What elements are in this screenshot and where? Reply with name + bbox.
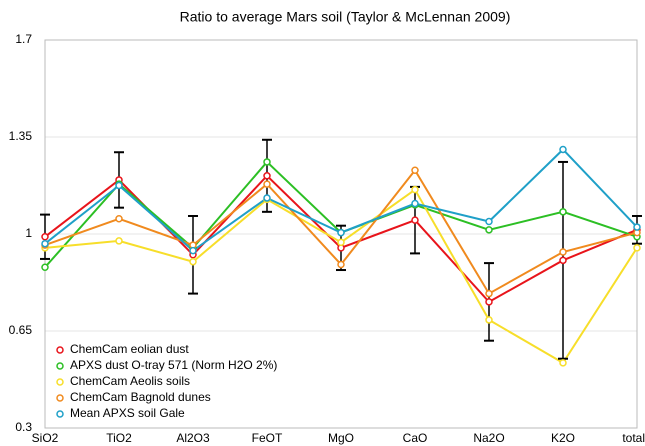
point bbox=[633, 223, 641, 231]
x-tick-label: SiO2 bbox=[32, 431, 59, 445]
point bbox=[41, 263, 49, 272]
point bbox=[41, 239, 49, 248]
x-tick-label: CaO bbox=[403, 431, 428, 445]
point bbox=[337, 228, 345, 237]
y-tick-label: 1.7 bbox=[15, 32, 32, 46]
legend-label: ChemCam eolian dust bbox=[70, 342, 189, 356]
point bbox=[559, 145, 567, 154]
x-tick-label: Al2O3 bbox=[176, 431, 210, 445]
y-tick-label: 0.65 bbox=[9, 323, 33, 337]
legend-marker bbox=[56, 378, 64, 386]
point bbox=[559, 256, 567, 265]
point bbox=[633, 244, 641, 252]
point bbox=[559, 359, 567, 367]
legend-marker bbox=[56, 362, 64, 370]
point bbox=[485, 226, 493, 234]
point bbox=[485, 217, 493, 226]
point bbox=[263, 180, 271, 188]
point bbox=[263, 172, 271, 180]
point bbox=[115, 215, 123, 223]
x-tick-label: TiO2 bbox=[106, 431, 132, 445]
point bbox=[411, 216, 419, 224]
legend-marker bbox=[56, 394, 64, 402]
point bbox=[263, 194, 271, 202]
x-tick-label: K2O bbox=[551, 431, 575, 445]
y-tick-label: 0.3 bbox=[15, 420, 32, 434]
legend-marker bbox=[56, 410, 64, 418]
point bbox=[485, 289, 493, 298]
point bbox=[411, 185, 419, 194]
x-tick-label: Na2O bbox=[473, 431, 504, 445]
point bbox=[115, 237, 123, 245]
point bbox=[411, 166, 419, 175]
point bbox=[337, 238, 345, 247]
legend-label: ChemCam Bagnold dunes bbox=[70, 390, 211, 404]
y-tick-label: 1 bbox=[25, 226, 32, 240]
legend-label: Mean APXS soil Gale bbox=[70, 406, 185, 420]
x-tick-label: total bbox=[622, 431, 645, 445]
legend-label: ChemCam Aeolis soils bbox=[70, 374, 190, 388]
point bbox=[485, 316, 493, 324]
legend-label: APXS dust O-tray 571 (Norm H2O 2%) bbox=[70, 358, 277, 372]
point bbox=[41, 233, 49, 241]
point bbox=[115, 181, 123, 190]
point bbox=[559, 248, 567, 256]
legend-marker bbox=[56, 346, 64, 354]
point bbox=[189, 246, 197, 255]
point bbox=[559, 208, 567, 216]
point bbox=[411, 199, 419, 208]
x-tick-label: FeOT bbox=[252, 431, 283, 445]
point bbox=[485, 298, 493, 306]
point bbox=[263, 158, 271, 166]
x-tick-label: MgO bbox=[328, 431, 354, 445]
y-tick-label: 1.35 bbox=[9, 129, 33, 143]
point bbox=[337, 260, 345, 269]
point bbox=[189, 257, 197, 266]
chart-title: Ratio to average Mars soil (Taylor & McL… bbox=[180, 9, 511, 25]
